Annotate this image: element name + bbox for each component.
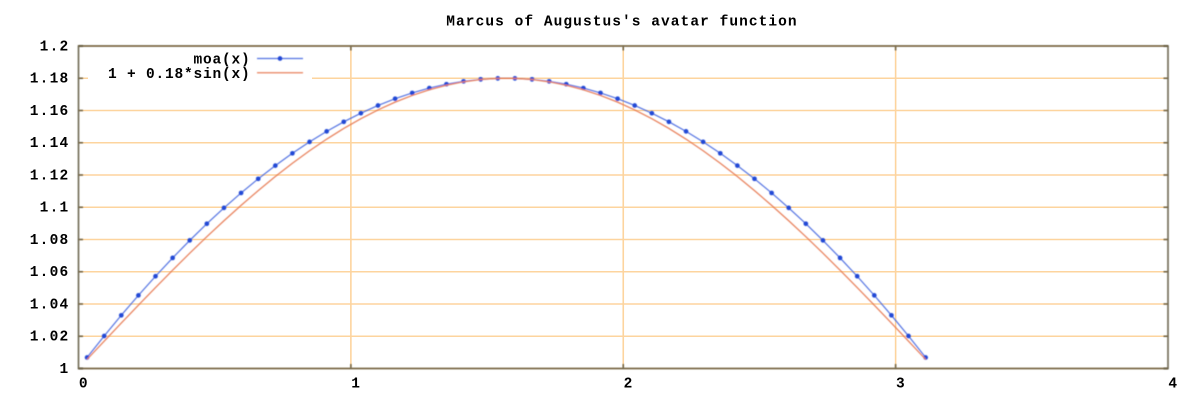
svg-text:0: 0 [79, 376, 88, 392]
svg-text:1.02: 1.02 [30, 330, 70, 346]
svg-text:3: 3 [896, 376, 905, 392]
svg-text:Marcus of Augustus's avatar fu: Marcus of Augustus's avatar function [446, 15, 797, 31]
svg-text:4: 4 [1168, 376, 1177, 392]
svg-text:1.08: 1.08 [30, 233, 70, 249]
svg-text:1: 1 [351, 376, 360, 392]
svg-text:moa(x): moa(x) [193, 53, 250, 69]
svg-text:1.14: 1.14 [30, 136, 70, 152]
svg-text:1: 1 [59, 362, 69, 378]
svg-text:1.1: 1.1 [40, 201, 70, 217]
svg-text:1.18: 1.18 [30, 72, 70, 88]
svg-text:1.2: 1.2 [40, 39, 70, 55]
svg-text:2: 2 [624, 376, 633, 392]
svg-text:1.06: 1.06 [30, 265, 70, 281]
svg-text:1 + 0.18*sin(x): 1 + 0.18*sin(x) [108, 67, 251, 83]
svg-text:1.16: 1.16 [30, 104, 70, 120]
svg-text:1.12: 1.12 [30, 168, 70, 184]
svg-text:1.04: 1.04 [30, 297, 70, 313]
